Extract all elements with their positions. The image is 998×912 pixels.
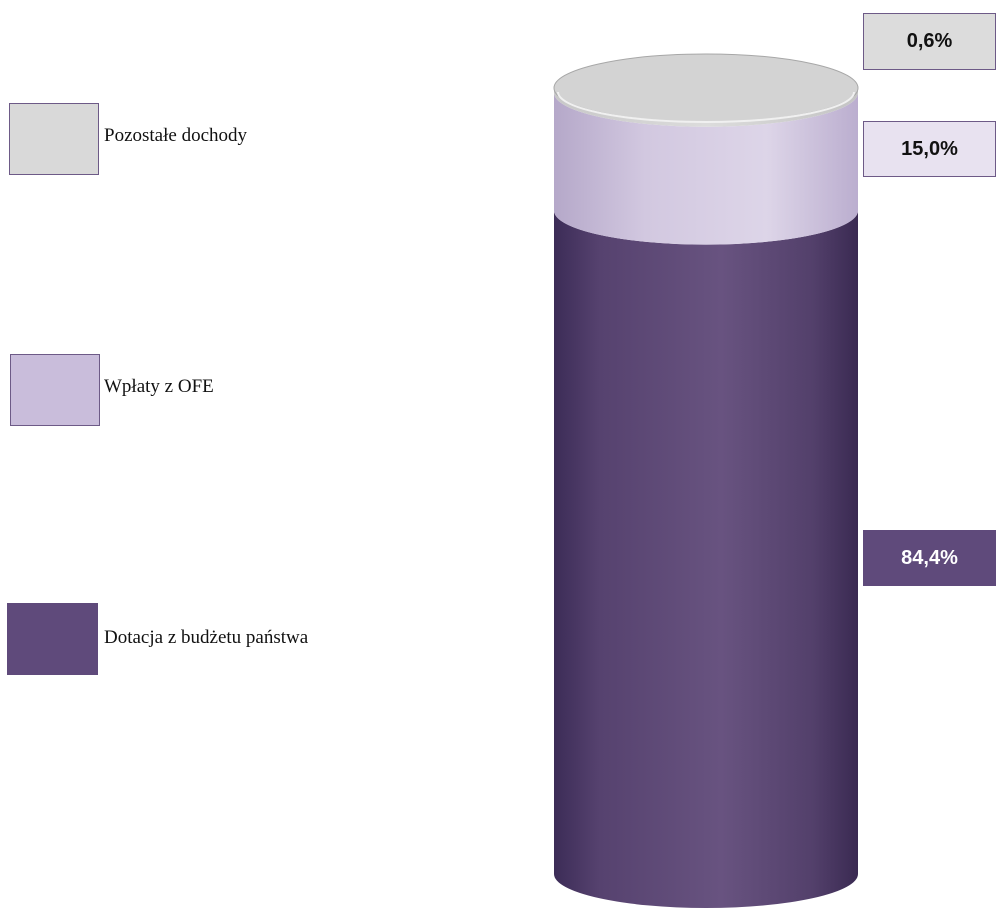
legend-label-pozostale: Pozostałe dochody xyxy=(104,125,248,146)
cylinder-cap-rim xyxy=(557,91,855,123)
cylinder-segment-ofe xyxy=(554,92,858,245)
value-label-ofe: 15,0% xyxy=(863,121,996,177)
cylinder-segment-dotacja xyxy=(554,210,858,909)
legend-label-ofe: Wpłaty z OFE xyxy=(104,376,214,397)
legend-swatch-dotacja xyxy=(7,603,98,675)
legend-label-dotacja: Dotacja z budżetu państwa xyxy=(104,627,309,648)
value-label-pozostale: 0,6% xyxy=(863,13,996,70)
legend-swatch-ofe xyxy=(10,354,100,426)
legend-swatch-pozostale xyxy=(9,103,99,175)
cylinder-top-cap xyxy=(553,53,859,123)
value-label-dotacja: 84,4% xyxy=(863,530,996,586)
